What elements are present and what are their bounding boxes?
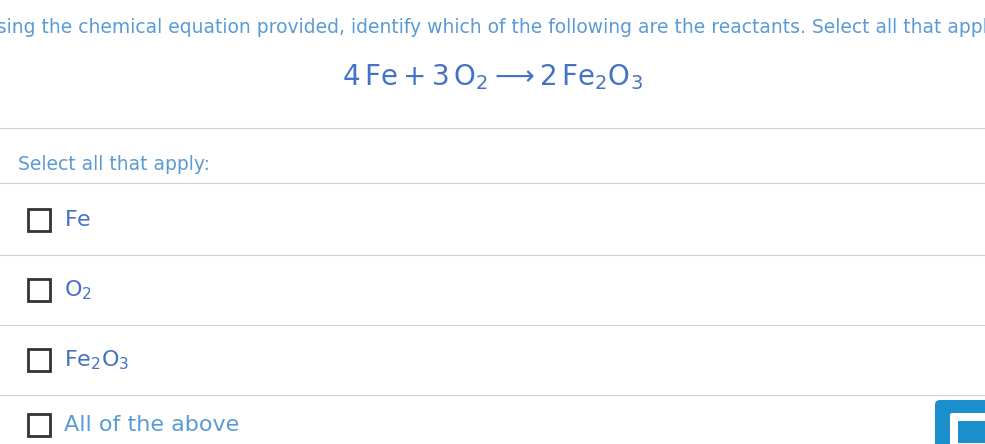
Text: All of the above: All of the above bbox=[64, 415, 239, 435]
Bar bbox=[28, 209, 50, 231]
Bar bbox=[28, 349, 50, 371]
Text: $\mathrm{Fe}_2\mathrm{O}_3$: $\mathrm{Fe}_2\mathrm{O}_3$ bbox=[64, 348, 129, 372]
FancyBboxPatch shape bbox=[958, 421, 985, 443]
FancyBboxPatch shape bbox=[950, 413, 985, 444]
Bar bbox=[28, 279, 50, 301]
Bar bbox=[28, 414, 50, 436]
FancyBboxPatch shape bbox=[935, 400, 985, 444]
Text: $4\,\mathrm{Fe} + 3\,\mathrm{O}_2 \longrightarrow 2\,\mathrm{Fe}_2\mathrm{O}_3$: $4\,\mathrm{Fe} + 3\,\mathrm{O}_2 \longr… bbox=[342, 62, 643, 92]
Text: $\mathrm{O}_2$: $\mathrm{O}_2$ bbox=[64, 278, 92, 302]
Text: Select all that apply:: Select all that apply: bbox=[18, 155, 210, 174]
Text: $\mathrm{Fe}$: $\mathrm{Fe}$ bbox=[64, 210, 92, 230]
Text: Using the chemical equation provided, identify which of the following are the re: Using the chemical equation provided, id… bbox=[0, 18, 985, 37]
